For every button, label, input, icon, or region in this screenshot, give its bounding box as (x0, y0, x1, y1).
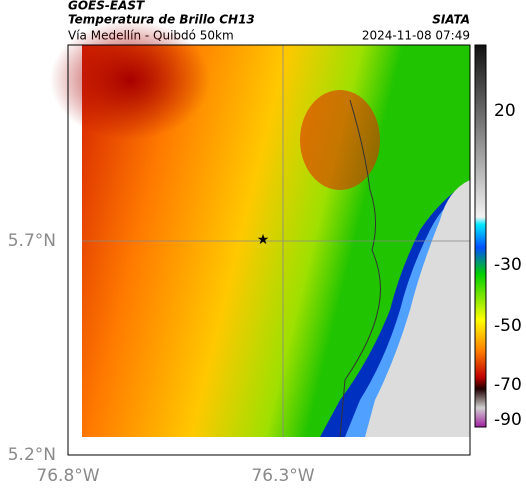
colorbar-tick-label: -50 (494, 316, 522, 336)
lon-label: 76.3°W (251, 466, 314, 486)
svg-text:★: ★ (257, 232, 270, 248)
source: SIATA (432, 13, 470, 27)
colorbar: 20 -30 -50 -70 -90 (474, 44, 522, 430)
lat-label: 5.7°N (8, 231, 56, 251)
lat-label: 5.2°N (8, 445, 56, 465)
subtitle: Temperatura de Brillo CH13 (68, 13, 255, 27)
title: GOES-EAST (68, 0, 145, 13)
colorbar-tick-label: -30 (494, 255, 522, 275)
timestamp: 2024-11-08 07:49 (362, 29, 470, 43)
colorbar-tick-label: -90 (494, 410, 522, 430)
lon-label: 76.8°W (36, 466, 99, 486)
map: ★ (50, 20, 471, 456)
colorbar-tick-label: 20 (494, 101, 516, 121)
colorbar-tick-label: -70 (494, 375, 522, 395)
